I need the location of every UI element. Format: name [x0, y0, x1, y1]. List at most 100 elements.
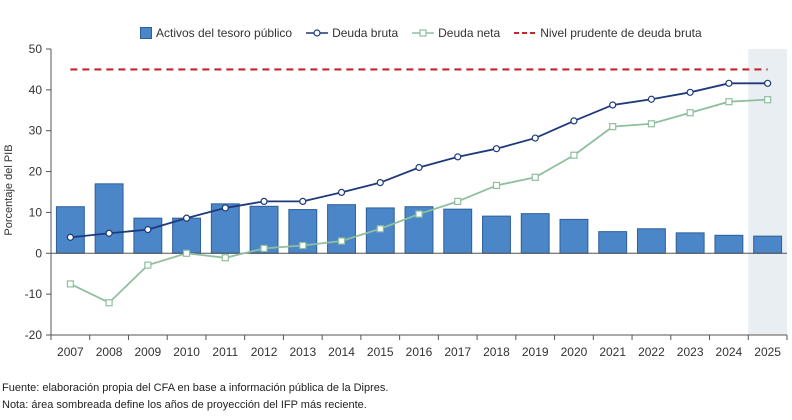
legend-label-gross: Deuda bruta [332, 26, 399, 40]
gross-debt-point-2015 [376, 179, 384, 187]
x-tick-label-2022: 2022 [638, 345, 665, 359]
y-tick-label: 40 [29, 83, 43, 97]
x-tick-label-2014: 2014 [328, 345, 355, 359]
net-debt-point-2014 [337, 237, 346, 245]
gross-debt-point-2017 [454, 153, 462, 161]
x-tick-label-2020: 2020 [561, 345, 588, 359]
net-debt-point-2009 [144, 261, 152, 269]
bar-2009 [133, 217, 163, 254]
net-debt-point-2010 [182, 249, 191, 257]
gross-debt-point-2014 [337, 188, 346, 197]
x-tick-label-2025: 2025 [754, 345, 781, 359]
net-debt-point-2022 [647, 120, 656, 128]
gross-debt-point-2009 [144, 225, 152, 234]
net-debt-point-2013 [299, 241, 307, 250]
bar-2014 [327, 204, 356, 254]
gross-debt-point-2025 [764, 79, 772, 87]
net-debt-point-2024 [725, 98, 733, 106]
net-debt-point-2021 [609, 123, 617, 131]
net-debt-point-2023 [686, 109, 694, 117]
net-debt-point-2007 [66, 280, 74, 288]
bar-2010 [172, 217, 202, 254]
bar-2007 [55, 206, 85, 254]
legend-item-bars: Activos del tesoro público [140, 26, 292, 40]
x-tick-label-2007: 2007 [57, 345, 84, 359]
y-axis-label: Porcentaje del PIB [3, 144, 15, 236]
net-debt-point-2016 [415, 210, 423, 218]
x-tick-label-2012: 2012 [251, 345, 278, 359]
bar-2025 [753, 235, 783, 254]
net-debt-point-2018 [492, 181, 501, 190]
x-tick-label-2010: 2010 [173, 345, 200, 359]
gross-debt-point-2021 [609, 101, 617, 109]
x-tick-label-2009: 2009 [134, 345, 161, 359]
gross-debt-point-2024 [725, 79, 733, 87]
bar-2021 [598, 231, 628, 254]
bar-2020 [559, 218, 589, 254]
gross-debt-point-2010 [182, 214, 191, 222]
x-tick-label-2019: 2019 [522, 345, 549, 359]
gross-debt-point-2012 [260, 197, 268, 205]
y-tick-label: 20 [29, 165, 43, 179]
x-tick-label-2024: 2024 [716, 345, 743, 359]
net-debt-point-2025 [764, 96, 772, 104]
gross-debt-point-2011 [221, 204, 229, 212]
x-tick-label-2013: 2013 [289, 345, 316, 359]
net-debt-point-2011 [221, 254, 229, 262]
y-tick-label: 30 [29, 124, 43, 138]
bar-2024 [714, 234, 744, 254]
x-tick-label-2008: 2008 [96, 345, 123, 359]
gross-debt-point-2008 [105, 229, 113, 237]
net-debt-point-2015 [376, 225, 384, 233]
legend-item-net: Deuda neta [412, 26, 500, 40]
legend: Activos del tesoro público Deuda bruta D… [140, 24, 702, 42]
bar-2008 [94, 183, 124, 254]
x-tick-label-2015: 2015 [367, 345, 394, 359]
net-debt-line [69, 98, 768, 304]
bar-2015 [365, 207, 395, 254]
y-tick-label: 10 [29, 205, 43, 219]
gross-debt-point-2023 [686, 88, 694, 96]
net-debt-point-2020 [570, 151, 578, 159]
x-tick-label-2018: 2018 [483, 345, 510, 359]
net-debt-point-2019 [531, 173, 539, 181]
x-tick-label-2021: 2021 [599, 345, 626, 359]
gross-debt-point-2007 [66, 233, 74, 241]
notes: Fuente: elaboración propia del CFA en ba… [2, 380, 388, 414]
x-tick-label-2011: 2011 [212, 345, 238, 359]
gross-debt-point-2013 [299, 197, 307, 205]
x-tick-label-2017: 2017 [444, 345, 471, 359]
y-tick-label: 50 [29, 42, 43, 56]
source-note: Fuente: elaboración propia del CFA en ba… [2, 382, 389, 394]
bar-2017 [443, 208, 473, 254]
projection-note: Nota: área sombreada define los años de … [2, 399, 367, 411]
net-debt-point-2012 [260, 244, 268, 252]
legend-swatch-net [412, 29, 435, 37]
gross-debt-point-2018 [492, 145, 501, 153]
legend-label-net: Deuda neta [438, 26, 501, 40]
legend-swatch-prudent [514, 32, 537, 34]
bar-2022 [636, 228, 666, 254]
projection-shade [748, 49, 787, 335]
net-debt-point-2008 [105, 299, 113, 307]
bar-2011 [210, 203, 240, 254]
x-tick-label-2023: 2023 [677, 345, 704, 359]
legend-label-bars: Activos del tesoro público [156, 26, 293, 40]
bar-2019 [520, 213, 550, 254]
gross-debt-point-2016 [415, 163, 423, 172]
legend-item-prudent: Nivel prudente de deuda bruta [514, 26, 702, 40]
bar-2023 [675, 232, 705, 254]
gross-debt-point-2019 [531, 134, 539, 142]
y-tick-label: 0 [35, 246, 42, 260]
legend-label-prudent: Nivel prudente de deuda bruta [540, 26, 702, 40]
y-tick-label: -10 [25, 287, 43, 301]
legend-swatch-gross [306, 29, 329, 37]
net-debt-point-2017 [454, 197, 462, 205]
legend-swatch-bars [140, 27, 152, 39]
gross-debt-point-2022 [647, 95, 656, 103]
legend-item-gross: Deuda bruta [306, 26, 398, 40]
x-tick-label-2016: 2016 [406, 345, 433, 359]
bar-2018 [482, 215, 511, 254]
y-tick-label: -20 [25, 328, 43, 342]
